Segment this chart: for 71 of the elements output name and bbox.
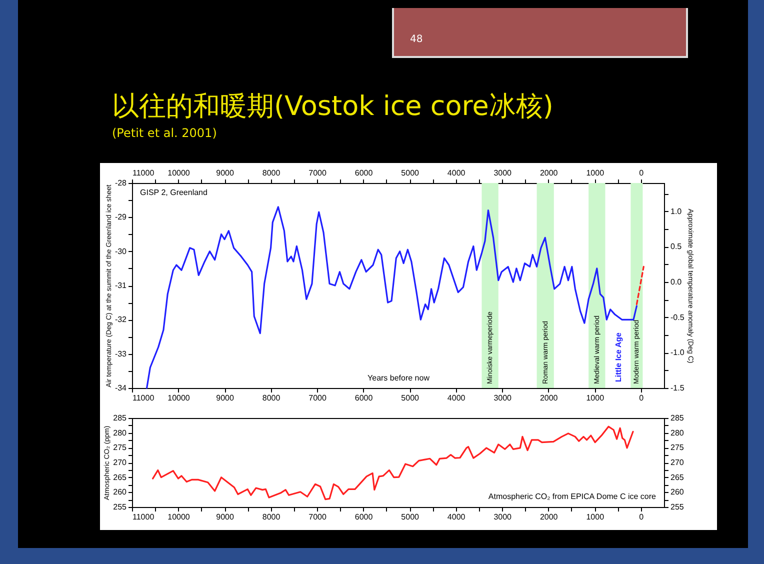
text: 48: [410, 34, 423, 45]
y2-tick-label: 0.0: [670, 277, 682, 286]
y-tick-label: -28: [114, 178, 128, 188]
y2-tick-label: -1.5: [670, 384, 685, 392]
y-tick-label: 270: [113, 458, 128, 467]
y-tick-label: 255: [113, 502, 128, 512]
x-axis-title: Years before now: [368, 374, 430, 382]
x2-tick-label: 11000: [132, 168, 155, 178]
x-tick-label: 3000: [494, 512, 512, 522]
x-tick-label: 9000: [216, 512, 234, 522]
y-tick-label: 265: [113, 472, 128, 482]
x-tick-label: 0: [639, 512, 644, 522]
x2-tick-label: 7000: [308, 168, 327, 178]
x-tick-label: 1000: [586, 512, 605, 522]
x2-tick-label: 5000: [401, 168, 420, 178]
x-tick-label: 7000: [308, 512, 327, 522]
x-tick-label: 6000: [354, 512, 374, 522]
x-tick-label: 11000: [132, 512, 155, 522]
x-tick-label: 3000: [494, 394, 512, 402]
x-tick-label: 5000: [401, 394, 420, 402]
x-tick-label: 10000: [168, 394, 190, 402]
y2-tick-label: 280: [670, 428, 684, 438]
x-tick-label: 4000: [447, 512, 466, 522]
x-tick-label: 0: [639, 394, 644, 402]
y2-tick-label: 270: [670, 458, 684, 467]
y2-tick-label: 255: [670, 502, 684, 512]
y-tick-label: -31: [114, 281, 128, 290]
x2-tick-label: 4000: [447, 168, 466, 178]
x-tick-label: 4000: [447, 394, 466, 402]
x-tick-label: 10000: [168, 512, 190, 522]
x2-tick-label: 8000: [262, 168, 281, 178]
chart-subtitle: (Petit et al. 2001): [112, 126, 217, 140]
x-tick-label: 1000: [586, 394, 605, 402]
y2-tick-label: 275: [670, 443, 684, 452]
annotation: Atmospheric CO₂ from EPICA Dome C ice core: [488, 492, 657, 501]
annotation: GISP 2, Greenland: [140, 188, 208, 197]
x-tick-label: 7000: [308, 394, 327, 402]
y-tick-label: -30: [114, 246, 128, 256]
y-tick-label: -29: [114, 212, 128, 222]
y2-tick-label: 0.5: [670, 242, 682, 252]
y-tick-label: -32: [114, 315, 128, 324]
x-tick-label: 6000: [354, 394, 374, 402]
x-tick-label: 5000: [401, 512, 420, 522]
y-tick-label: 260: [113, 488, 128, 497]
x-tick-label: 11000: [132, 394, 155, 402]
x-tick-label: 8000: [262, 512, 281, 522]
y2-tick-label: -1.0: [670, 348, 685, 358]
y2-tick-label: 265: [670, 472, 684, 482]
y2-tick-label: 285: [670, 414, 684, 422]
y-tick-label: 275: [113, 443, 128, 452]
y2-tick-label: -0.5: [670, 312, 685, 322]
x2-tick-label: 9000: [216, 168, 234, 178]
x-tick-label: 2000: [540, 512, 558, 522]
x2-tick-label: 0: [639, 168, 644, 178]
x-tick-label: 2000: [540, 394, 558, 402]
x2-tick-label: 10000: [168, 168, 190, 178]
x2-tick-label: 1000: [586, 168, 605, 178]
x2-tick-label: 3000: [494, 168, 512, 178]
y2-tick-label: 1.0: [670, 206, 682, 216]
x2-tick-label: 6000: [354, 168, 374, 178]
y-tick-label: 280: [113, 428, 128, 438]
y-tick-label: 285: [113, 414, 128, 422]
y-tick-label: -33: [114, 349, 128, 358]
line-series: [146, 206, 638, 389]
y-tick-label: -34: [114, 384, 128, 392]
chart-title: 以往的和暖期(Vostok ice core冰核): [112, 90, 554, 124]
annotation: Little Ice Age: [614, 332, 623, 382]
x2-tick-label: 2000: [540, 168, 558, 178]
x-tick-label: 8000: [262, 394, 281, 402]
y2-tick-label: 260: [670, 488, 684, 497]
x-tick-label: 9000: [216, 394, 234, 402]
